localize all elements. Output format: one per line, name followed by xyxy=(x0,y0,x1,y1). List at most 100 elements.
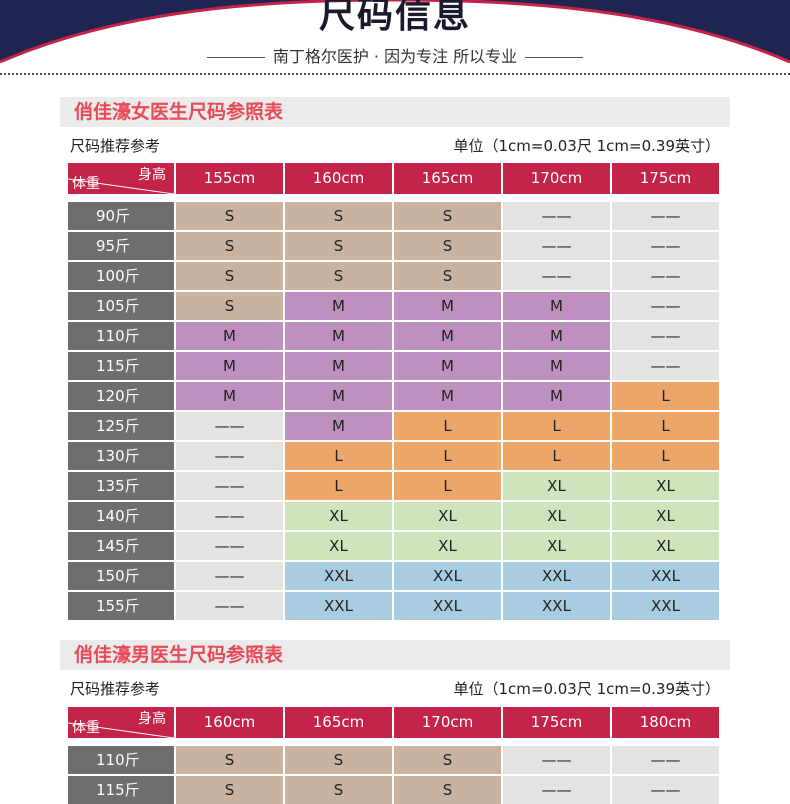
weight-cell: 135斤 xyxy=(68,472,174,500)
size-cell: S xyxy=(176,292,283,320)
table-row: 110斤 S S S —— —— xyxy=(68,746,719,774)
weight-cell: 150斤 xyxy=(68,562,174,590)
weight-cell: 115斤 xyxy=(68,352,174,380)
size-cell: M xyxy=(503,352,610,380)
size-cell: L xyxy=(612,412,719,440)
height-header-cell: 170cm xyxy=(394,707,501,738)
size-cell: XXL xyxy=(612,592,719,620)
size-cell: —— xyxy=(612,776,719,804)
size-cell: XXL xyxy=(394,592,501,620)
size-cell: M xyxy=(176,382,283,410)
weight-cell: 145斤 xyxy=(68,532,174,560)
size-cell: —— xyxy=(176,532,283,560)
weight-cell: 115斤 xyxy=(68,776,174,804)
size-cell: XL xyxy=(612,502,719,530)
table-row: 150斤 —— XXL XXL XXL XXL xyxy=(68,562,719,590)
weight-cell: 95斤 xyxy=(68,232,174,260)
size-cell: L xyxy=(394,442,501,470)
size-cell: —— xyxy=(612,352,719,380)
table-row: 135斤 —— L L XL XL xyxy=(68,472,719,500)
weight-cell: 120斤 xyxy=(68,382,174,410)
size-cell: —— xyxy=(612,202,719,230)
size-cell: —— xyxy=(176,472,283,500)
corner-diagonal xyxy=(68,178,174,194)
weight-cell: 125斤 xyxy=(68,412,174,440)
table-row: 155斤 —— XXL XXL XXL XXL xyxy=(68,592,719,620)
size-cell: —— xyxy=(612,262,719,290)
weight-cell: 110斤 xyxy=(68,746,174,774)
size-cell: S xyxy=(176,232,283,260)
height-header-cell: 175cm xyxy=(503,707,610,738)
size-cell: —— xyxy=(503,746,610,774)
size-cell: XXL xyxy=(394,562,501,590)
height-header-cell: 165cm xyxy=(285,707,392,738)
table-row: 110斤 M M M M —— xyxy=(68,322,719,350)
table-corner-cell: 身高体重 xyxy=(68,707,174,738)
size-cell: —— xyxy=(503,232,610,260)
table-row: 125斤 —— M L L L xyxy=(68,412,719,440)
size-cell: XXL xyxy=(612,562,719,590)
size-cell: XL xyxy=(394,502,501,530)
table-row: 145斤 —— XL XL XL XL xyxy=(68,532,719,560)
size-cell: XL xyxy=(503,472,610,500)
size-cell: S xyxy=(394,202,501,230)
unit-note: 单位（1cm=0.03尺 1cm=0.39英寸） xyxy=(453,137,720,155)
recommend-label: 尺码推荐参考 xyxy=(70,680,161,698)
size-cell: —— xyxy=(176,592,283,620)
corner-weight-label: 体重 xyxy=(72,720,100,736)
size-cell: M xyxy=(285,322,392,350)
size-cell: S xyxy=(394,232,501,260)
height-header-cell: 170cm xyxy=(503,163,610,194)
size-cell: S xyxy=(285,262,392,290)
slogan-dash-left xyxy=(206,57,265,58)
size-cell: —— xyxy=(176,442,283,470)
size-cell: M xyxy=(503,382,610,410)
size-cell: —— xyxy=(176,562,283,590)
height-header-cell: 165cm xyxy=(394,163,501,194)
unit-note: 单位（1cm=0.03尺 1cm=0.39英寸） xyxy=(453,680,720,698)
size-cell: L xyxy=(394,412,501,440)
slogan-text: 南丁格尔医护 · 因为专注 所以专业 xyxy=(272,47,518,66)
table-row: 120斤 M M M M L xyxy=(68,382,719,410)
size-cell: XXL xyxy=(503,592,610,620)
size-cell: XL xyxy=(285,532,392,560)
slogan: 南丁格尔医护 · 因为专注 所以专业 xyxy=(0,43,790,67)
table-corner-cell: 身高 体重 xyxy=(68,163,174,194)
size-cell: —— xyxy=(503,202,610,230)
table-row: 95斤 S S S —— —— xyxy=(68,232,719,260)
section-title: 俏佳濠男医生尺码参照表 xyxy=(60,640,730,670)
table-row: 130斤 —— L L L L xyxy=(68,442,719,470)
height-header-cell: 180cm xyxy=(612,707,719,738)
weight-cell: 140斤 xyxy=(68,502,174,530)
height-header-cell: 160cm xyxy=(285,163,392,194)
size-cell: L xyxy=(394,472,501,500)
size-cell: XL xyxy=(394,532,501,560)
size-cell: XXL xyxy=(285,592,392,620)
size-cell: M xyxy=(285,382,392,410)
size-cell: —— xyxy=(503,776,610,804)
size-cell: S xyxy=(285,202,392,230)
height-header-cell: 160cm xyxy=(176,707,283,738)
size-cell: S xyxy=(176,202,283,230)
section-title: 俏佳濠女医生尺码参照表 xyxy=(60,97,730,127)
size-cell: XL xyxy=(503,502,610,530)
weight-cell: 155斤 xyxy=(68,592,174,620)
corner-height-label: 身高 xyxy=(138,711,166,727)
size-cell: XXL xyxy=(285,562,392,590)
weight-cell: 100斤 xyxy=(68,262,174,290)
size-cell: —— xyxy=(612,232,719,260)
size-cell: M xyxy=(394,292,501,320)
size-cell: S xyxy=(176,776,283,804)
table-row: 90斤 S S S —— —— xyxy=(68,202,719,230)
corner-weight-label: 体重 xyxy=(72,176,100,192)
size-cell: —— xyxy=(176,502,283,530)
size-cell: L xyxy=(503,412,610,440)
size-cell: S xyxy=(394,776,501,804)
size-cell: S xyxy=(285,746,392,774)
size-cell: —— xyxy=(612,292,719,320)
size-cell: XL xyxy=(285,502,392,530)
table-row: 115斤 S S S —— —— xyxy=(68,776,719,804)
size-cell: S xyxy=(394,262,501,290)
dotted-divider xyxy=(0,73,790,75)
size-cell: L xyxy=(285,442,392,470)
